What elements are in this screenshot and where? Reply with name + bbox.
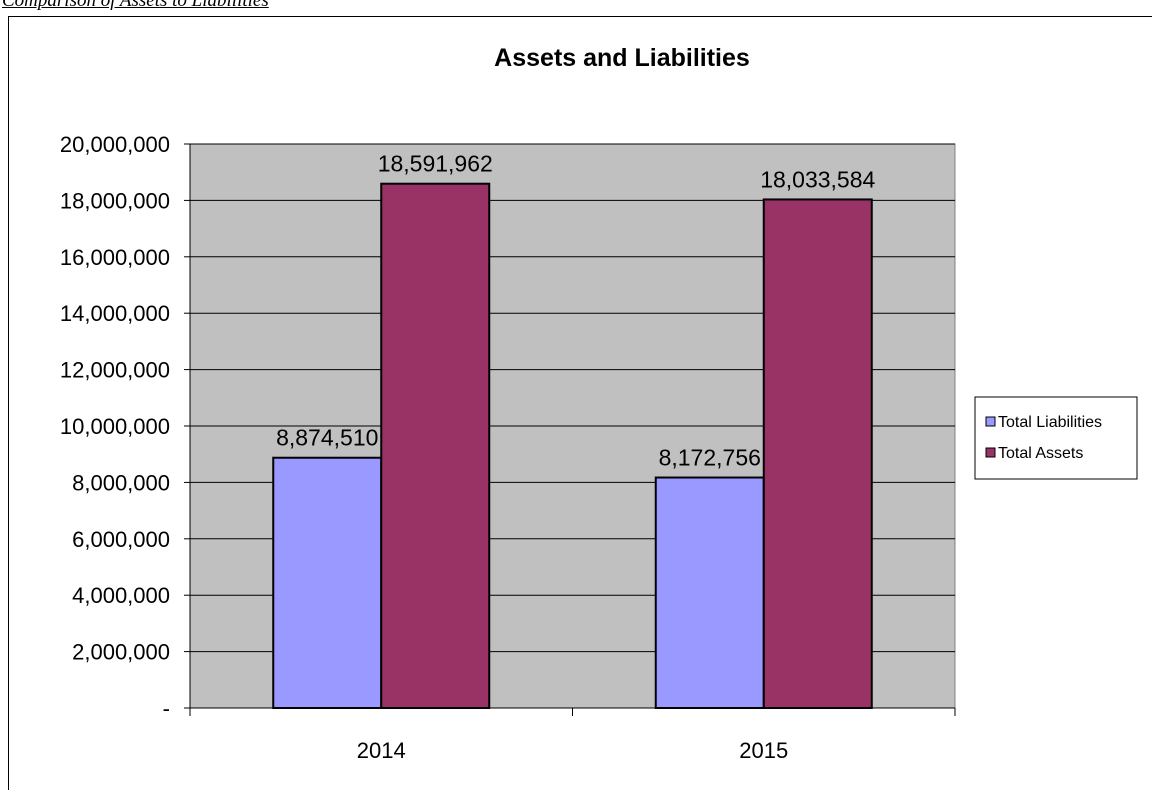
bar	[272, 456, 383, 710]
y-tick-label: 14,000,000	[60, 301, 170, 326]
y-tick-label: 18,000,000	[60, 188, 170, 213]
legend-label: Total Liabilities	[998, 414, 1102, 431]
x-tick-label: 2014	[357, 738, 406, 763]
data-label: 18,591,962	[378, 151, 493, 177]
y-tick-label: 4,000,000	[72, 583, 170, 608]
plot-area-group: - 2,000,000 4,000,000 6,000,000 8,000,000 10,…	[60, 132, 956, 763]
legend-box	[974, 396, 1138, 480]
bar	[380, 182, 491, 709]
y-tick-label: 20,000,000	[60, 132, 170, 157]
legend-swatch	[985, 416, 996, 427]
y-tick-label: 16,000,000	[60, 245, 170, 270]
legend-swatch	[985, 447, 996, 458]
chart-frame: Assets and Liabilities - 2,000,000 4,000,0…	[0, 16, 1152, 790]
chart-title: Assets and Liabilities	[494, 44, 750, 72]
bar	[762, 198, 873, 709]
data-label: 8,172,756	[659, 445, 761, 471]
data-label: 18,033,584	[760, 166, 875, 192]
figure-caption: Comparison of Assets to Liabilities	[2, 0, 269, 11]
y-tick-label: -	[163, 696, 170, 721]
data-label: 8,874,510	[276, 425, 378, 451]
legend-label: Total Assets	[998, 445, 1083, 462]
y-tick-label: 8,000,000	[72, 470, 170, 495]
x-tick-label: 2015	[739, 738, 788, 763]
y-tick-label: 2,000,000	[72, 640, 170, 665]
legend: Total Liabilities Total Assets	[974, 396, 1138, 480]
bar	[654, 476, 765, 710]
y-tick-label: 12,000,000	[60, 358, 170, 383]
y-tick-label: 10,000,000	[60, 414, 170, 439]
bar-chart: Assets and Liabilities - 2,000,000 4,000,0…	[8, 16, 1152, 790]
y-tick-label: 6,000,000	[72, 527, 170, 552]
